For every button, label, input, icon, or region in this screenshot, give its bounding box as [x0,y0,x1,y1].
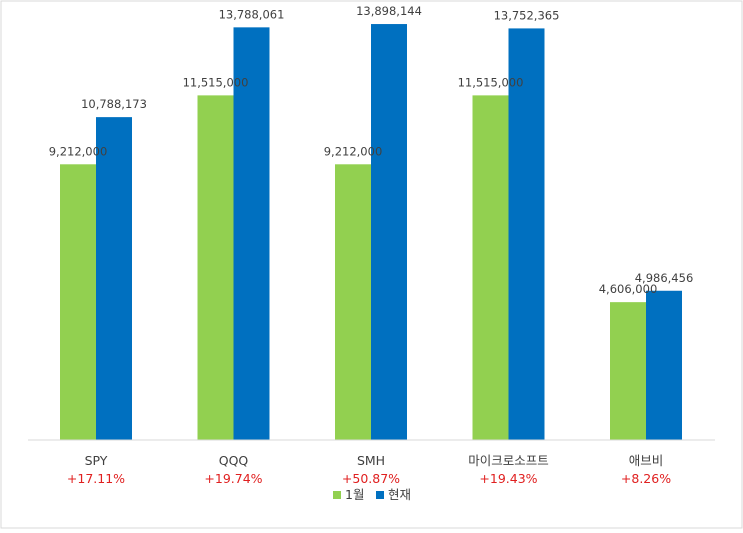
data-label-current-1: 13,788,061 [219,7,285,21]
data-label-jan-1: 11,515,000 [183,75,249,89]
bar-jan-3 [472,95,509,440]
bar-current-2 [371,24,407,441]
bars-layer [60,24,682,441]
data-label-jan-0: 9,212,000 [49,144,108,158]
category-label-3: 마이크로소프트 [468,453,549,468]
bar-jan-1 [197,95,234,440]
data-label-current-2: 13,898,144 [356,4,422,18]
category-label-0: SPY [85,453,108,468]
return-label-3: +19.43% [479,471,537,486]
data-label-current-3: 13,752,365 [494,8,560,22]
return-label-2: +50.87% [342,471,400,486]
bar-jan-4 [610,302,646,440]
data-label-jan-3: 11,515,000 [458,75,524,89]
return-label-1: +19.74% [204,471,262,486]
return-label-0: +17.11% [67,471,125,486]
labels-layer: 9,212,000 10,788,173 SPY +17.11% 11,515,000 1… [49,4,694,486]
bar-jan-0 [60,164,96,440]
legend: 1월 현재 [333,487,411,502]
return-label-4: +8.26% [621,471,671,486]
bar-current-0 [96,117,132,440]
bar-current-1 [233,27,270,441]
data-label-jan-2: 9,212,000 [324,144,383,158]
category-label-2: SMH [357,453,385,468]
data-label-jan-4: 4,606,000 [599,282,658,296]
legend-swatch-jan [333,491,341,499]
category-label-1: QQQ [219,453,249,468]
bar-current-4 [646,290,682,440]
category-label-4: 애브비 [629,453,664,468]
data-label-current-4: 4,986,456 [635,271,694,285]
legend-swatch-current [376,491,384,499]
legend-label-current: 현재 [388,487,411,502]
data-label-current-0: 10,788,173 [81,97,147,111]
legend-label-jan: 1월 [345,487,364,502]
bar-current-3 [508,28,545,440]
bar-jan-2 [335,164,371,440]
